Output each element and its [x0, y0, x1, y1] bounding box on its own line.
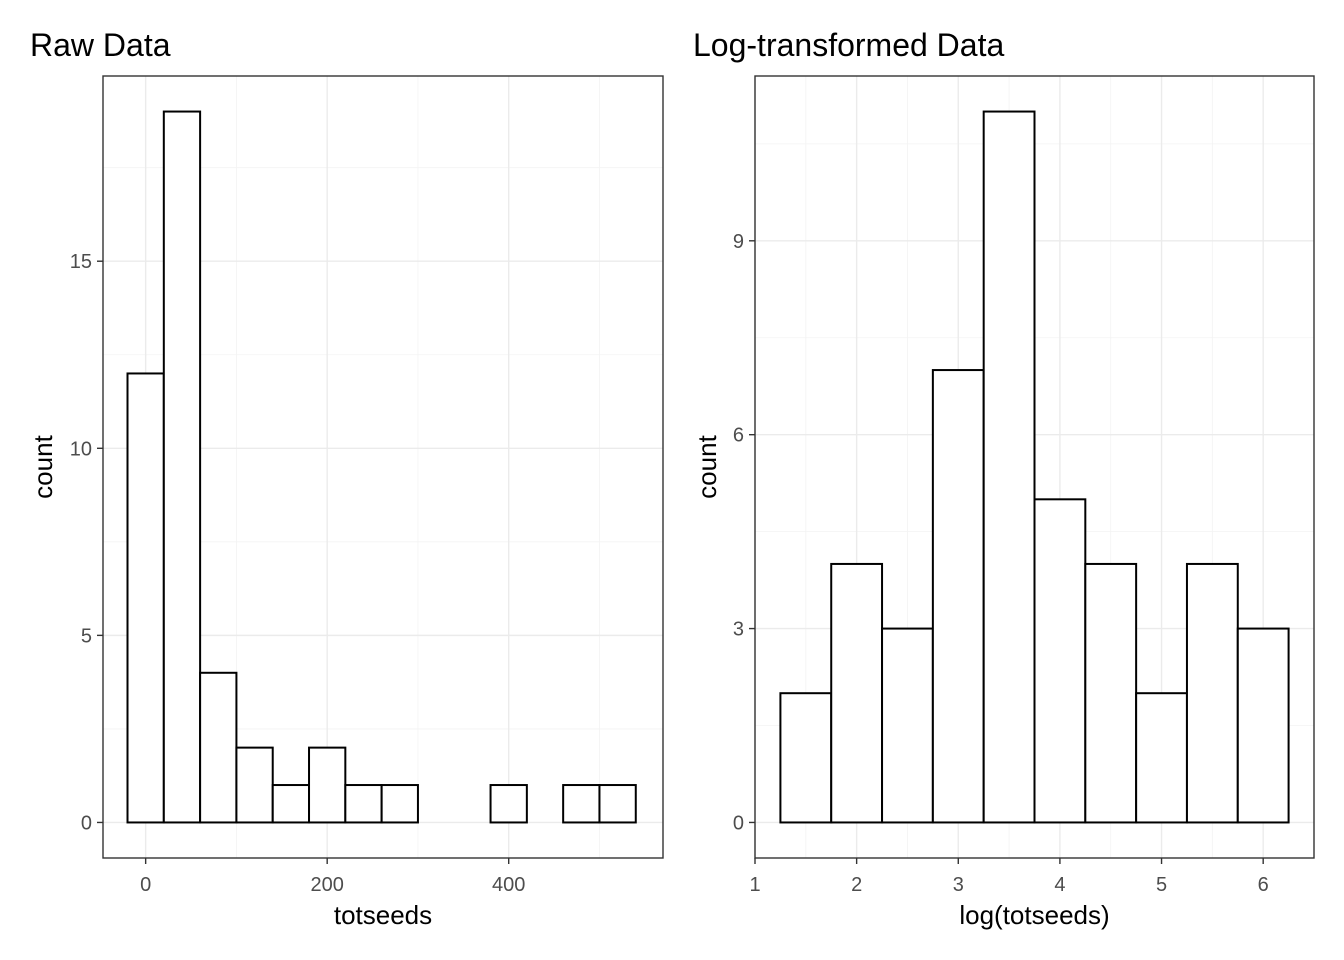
- y-axis-title: count: [692, 434, 722, 498]
- histogram-bar: [199, 671, 238, 824]
- x-tick-label: 0: [140, 874, 151, 896]
- y-tick-label: 9: [733, 231, 744, 253]
- y-tick-label: 10: [70, 438, 92, 460]
- histogram-bar: [489, 784, 528, 824]
- panel-border: [102, 75, 664, 859]
- histogram-bar: [1084, 562, 1138, 824]
- x-tick-label: 200: [310, 874, 343, 896]
- histogram-bar: [830, 562, 884, 824]
- histogram-bar: [1033, 498, 1087, 824]
- y-tick-label: 3: [733, 619, 744, 641]
- axes: 0 200 400 0 5 10 15: [70, 251, 526, 896]
- x-tick-label: 2: [851, 874, 862, 896]
- histogram-bar: [931, 369, 985, 824]
- x-axis-title: totseeds: [334, 900, 432, 930]
- histogram-bar: [779, 692, 833, 824]
- x-tick-label: 5: [1156, 874, 1167, 896]
- histogram-bar: [380, 784, 419, 824]
- histogram-bar: [1185, 562, 1239, 824]
- y-tick-label: 6: [733, 425, 744, 447]
- histogram-bar: [881, 627, 934, 824]
- x-tick-label: 1: [749, 874, 760, 896]
- histogram-bar: [562, 784, 601, 824]
- y-tick-label: 0: [81, 812, 92, 834]
- x-tick-label: 400: [492, 874, 525, 896]
- axes: 1 2 3 4 5 6 0 3 6 9: [733, 231, 1269, 896]
- bars: [779, 110, 1290, 824]
- bars: [126, 110, 637, 824]
- x-axis-title: log(totseeds): [959, 900, 1109, 930]
- histogram-bar: [1135, 692, 1188, 824]
- histogram-bar: [235, 746, 274, 824]
- chart-title: Raw Data: [30, 27, 171, 63]
- y-tick-label: 5: [81, 625, 92, 647]
- panel-border: [754, 75, 1315, 859]
- chart-title: Log-transformed Data: [693, 27, 1004, 63]
- y-axis-title: count: [28, 434, 58, 498]
- x-tick-label: 4: [1054, 874, 1065, 896]
- y-tick-label: 0: [733, 812, 744, 834]
- panel-raw-data: Raw Data 0 200 400 0 5 10 15 totseeds count: [28, 27, 664, 930]
- histogram-bar: [1236, 627, 1290, 824]
- histogram-bar: [598, 784, 637, 824]
- histogram-bar: [982, 110, 1036, 824]
- x-tick-label: 3: [953, 874, 964, 896]
- y-tick-label: 15: [70, 251, 92, 273]
- x-tick-label: 6: [1258, 874, 1269, 896]
- histogram-bar: [126, 372, 165, 824]
- histogram-bar: [308, 746, 347, 824]
- histogram-bar: [271, 784, 311, 824]
- histogram-bar: [344, 784, 383, 824]
- panel-log-data: Log-transformed Data 1 2 3 4 5 6 0 3 6 9 log(tots…: [692, 27, 1315, 930]
- histogram-bar: [162, 110, 202, 824]
